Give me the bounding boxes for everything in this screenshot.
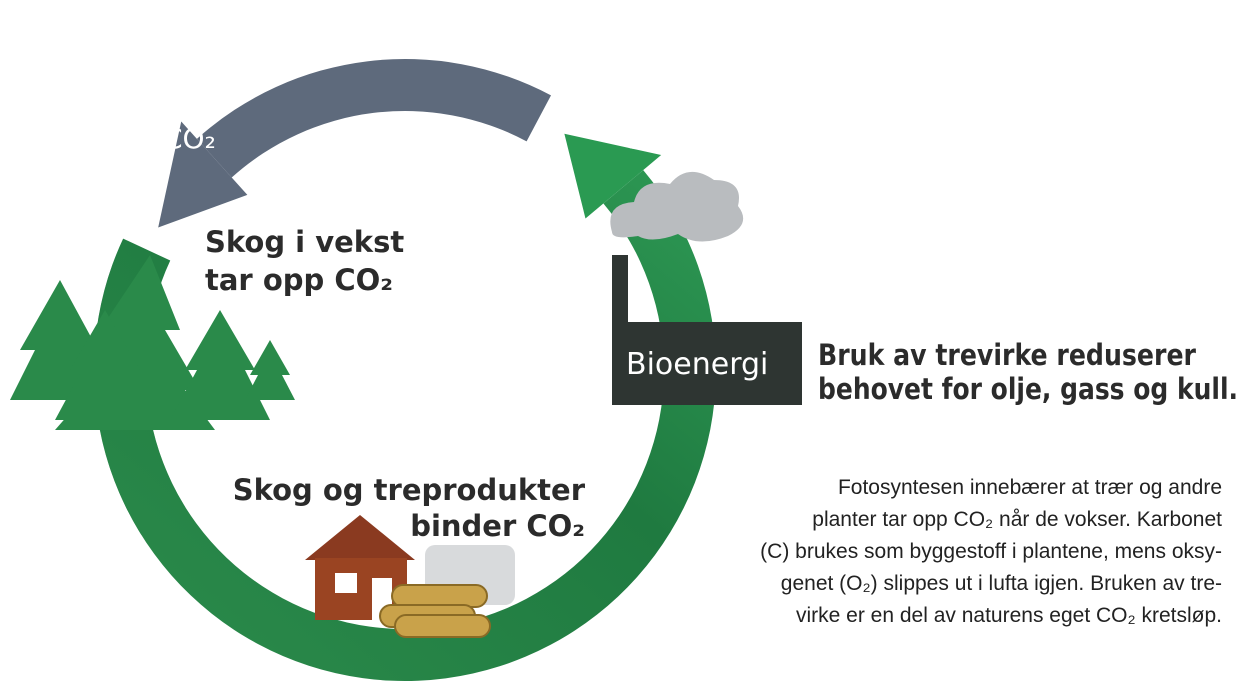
plant-label: Bioenergi xyxy=(626,347,768,382)
forest-label: Skog i vekst xyxy=(205,225,404,259)
benefit-text: Bruk av trevirke reduserer xyxy=(818,338,1197,372)
description-line: Fotosyntesen innebærer at trær og andre xyxy=(838,476,1222,499)
house-window xyxy=(335,573,357,593)
bioenergy-plant: Bioenergi xyxy=(610,172,802,405)
house-roof xyxy=(305,515,415,560)
log xyxy=(392,585,487,607)
products-label: binder CO₂ xyxy=(410,509,585,543)
description-line: planter tar opp CO₂ når de vokser. Karbo… xyxy=(812,508,1222,531)
benefit-text: behovet for olje, gass og kull. xyxy=(818,372,1238,406)
forest-label: tar opp CO₂ xyxy=(205,263,393,297)
co2-arrow-label: CO₂ xyxy=(622,122,675,155)
grey-arc xyxy=(197,59,551,178)
log xyxy=(395,615,490,637)
co2-arrow-label: CO₂ xyxy=(163,122,216,155)
products-label: Skog og treprodukter xyxy=(233,473,586,507)
description: Fotosyntesen innebærer at trær og andre p… xyxy=(760,476,1222,627)
co2-cycle-diagram: Bioenergi CO₂ CO₂ Skog i vekst tar opp C… xyxy=(0,0,1247,682)
description-line: (C) brukes som byggestoff i plantene, me… xyxy=(760,540,1222,563)
description-line: virke er en del av naturens eget CO₂ kre… xyxy=(796,604,1222,627)
description-line: genet (O₂) slippes ut i lufta igjen. Bru… xyxy=(781,572,1222,595)
